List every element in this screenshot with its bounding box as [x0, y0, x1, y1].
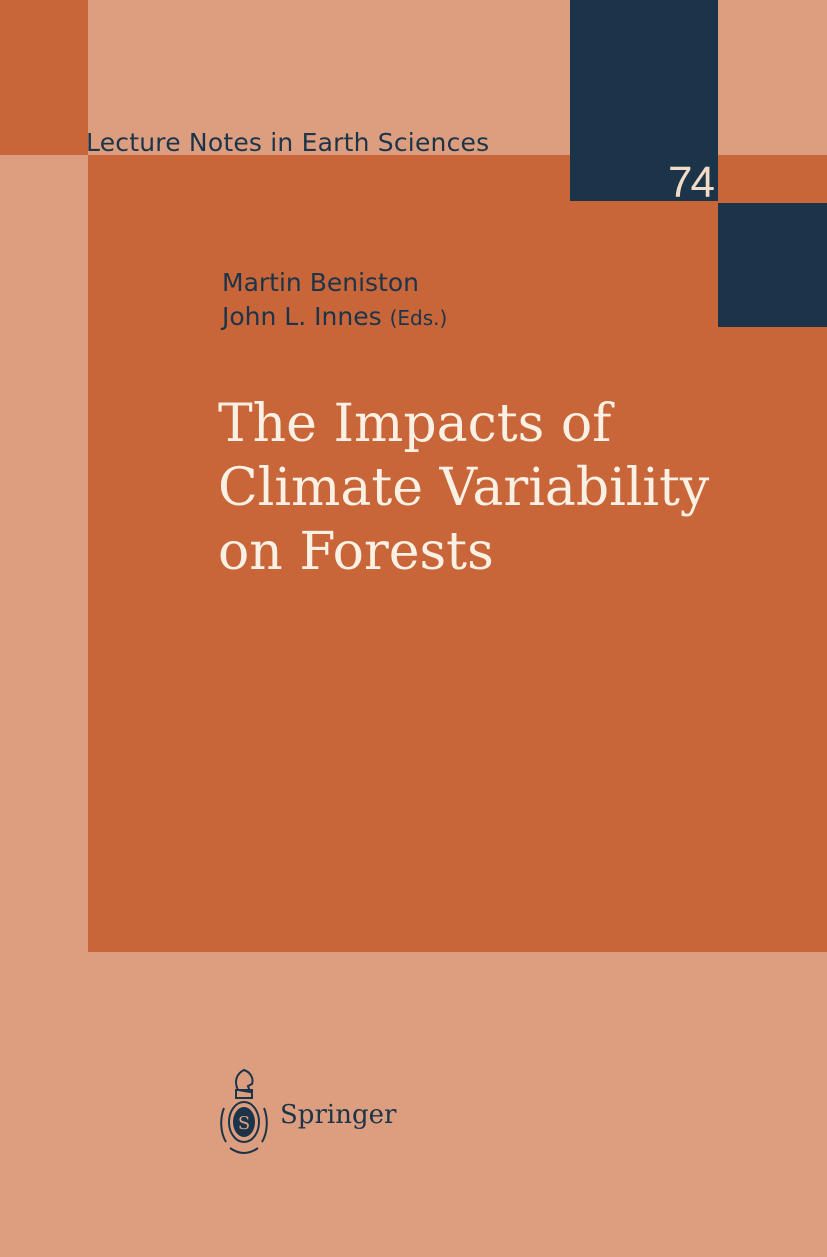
editor-2: John L. Innes (Eds.)	[222, 302, 447, 331]
book-title: The Impacts of Climate Variability on Fo…	[218, 392, 709, 584]
editor-2-name: John L. Innes	[222, 302, 382, 331]
main-panel	[88, 155, 827, 952]
volume-number: 74	[668, 158, 715, 207]
title-line: The Impacts of	[218, 394, 612, 454]
navy-block-top	[570, 0, 718, 201]
publisher-name: Springer	[280, 1100, 397, 1130]
editors-suffix: (Eds.)	[389, 306, 448, 330]
title-line: on Forests	[218, 522, 494, 582]
navy-block-right	[718, 203, 827, 327]
svg-text:S: S	[238, 1113, 250, 1134]
editor-1: Martin Beniston	[222, 268, 419, 297]
springer-knight-logo-icon: S	[220, 1068, 268, 1154]
title-line: Climate Variability	[218, 458, 710, 518]
series-title: Lecture Notes in Earth Sciences	[86, 128, 490, 157]
corner-block	[0, 0, 88, 155]
